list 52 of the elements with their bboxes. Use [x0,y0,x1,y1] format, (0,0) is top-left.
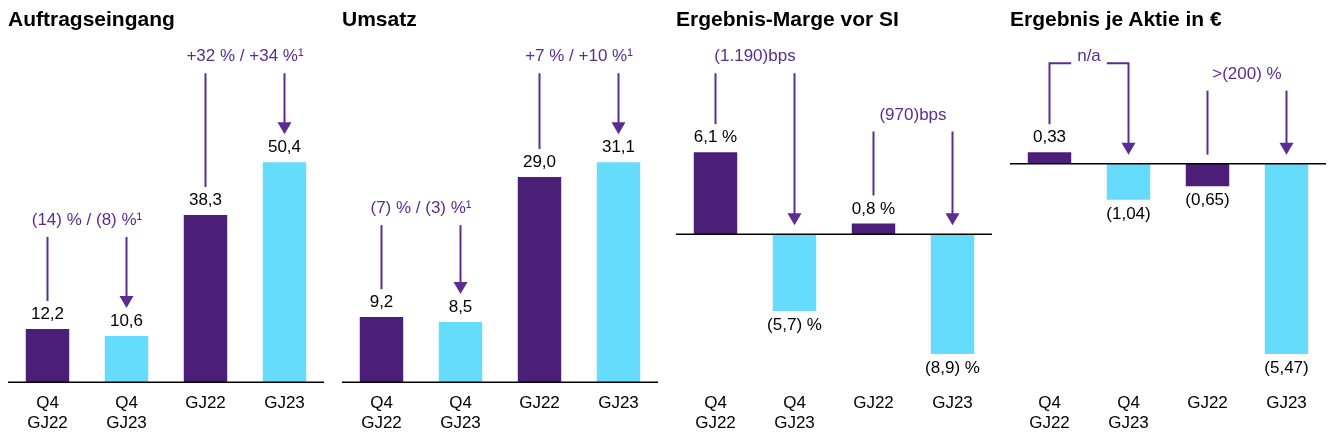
x-tick-label: Q4 GJ23 [1108,393,1149,433]
x-tick-label: GJ23 [264,393,305,413]
data-label: 6,1 % [693,127,738,147]
bar [183,215,228,383]
x-tick-label: GJ23 [598,393,639,413]
data-label: (0,65) [1185,190,1230,210]
data-label: (1,04) [1106,204,1151,224]
x-tick-label: Q4 GJ22 [27,393,68,433]
data-label: 8,5 [448,297,473,317]
x-tick-label: GJ23 [932,393,973,413]
annotation: (7) % / (3) %¹ [370,198,472,218]
chart-title: Ergebnis je Aktie in € [1010,7,1222,31]
bar [359,317,404,383]
data-label: (5,7) % [767,315,822,335]
x-tick-label: GJ22 [185,393,226,413]
chart-title: Ergebnis-Marge vor SI [676,7,899,31]
bar [438,322,483,383]
x-tick-label: Q4 GJ23 [440,393,481,433]
data-label: 10,6 [109,311,144,331]
x-tick-label: Q4 GJ22 [361,393,402,433]
text: >(200) % [1212,63,1282,83]
x-tick-label: GJ22 [853,393,894,413]
x-tick-label: Q4 GJ23 [106,393,147,433]
x-tick-label: GJ23 [1266,393,1307,413]
data-label: 0,8 % [851,198,896,218]
data-label: (5,47) [1264,358,1309,378]
data-label: 0,33 [1032,127,1067,147]
data-label: 38,3 [188,190,223,210]
data-label: 29,0 [522,152,557,172]
bar [262,162,307,383]
data-label: (8,9) % [925,358,980,378]
text: (1.190)bps [714,46,796,66]
bar [517,177,562,383]
x-tick-label: Q4 GJ23 [774,393,815,433]
text: +32 % / +34 %¹ [186,46,304,66]
data-label: 9,2 [369,292,394,312]
x-tick-label: Q4 GJ22 [1029,393,1070,433]
data-label: 12,2 [30,304,65,324]
text: n/a [1077,46,1102,66]
x-tick-label: GJ22 [519,393,560,413]
bar [596,162,641,383]
x-tick-label: GJ22 [1187,393,1228,413]
bar [104,335,149,383]
bar [25,328,70,383]
data-label: 31,1 [601,137,636,157]
data-label: 50,4 [267,137,302,157]
x-tick-label: Q4 GJ22 [695,393,736,433]
annotation: (14) % / (8) %¹ [31,210,143,230]
text: +7 % / +10 %¹ [525,46,634,66]
chart-title: Umsatz [342,7,417,31]
text: (970)bps [879,104,947,124]
chart-title: Auftragseingang [8,7,175,31]
